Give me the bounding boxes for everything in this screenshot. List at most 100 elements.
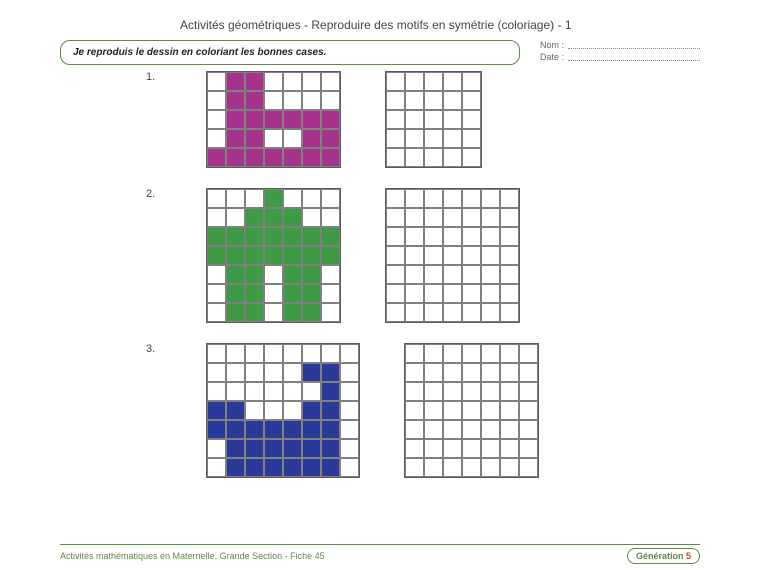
grid-cell [481,458,500,477]
grid-cell [226,458,245,477]
grid-cell [302,382,321,401]
grid-cell [264,265,283,284]
name-field-line[interactable] [568,40,700,49]
grid-cell [321,265,340,284]
grid-cell [264,72,283,91]
grid-cell [283,110,302,129]
grid-cell [302,246,321,265]
grid-cell [424,91,443,110]
grid-cell [424,208,443,227]
grid-cell [283,363,302,382]
grid-cell [386,189,405,208]
grid-cell [405,303,424,322]
grid-cell [424,401,443,420]
grid-cell [405,344,424,363]
grid-cell [405,246,424,265]
grid-cell [481,284,500,303]
grid-cell [283,91,302,110]
grid-cell [207,420,226,439]
grid-cell [424,363,443,382]
grid-cell [283,129,302,148]
exercise-number: 1. [146,71,162,83]
grid-cell [481,382,500,401]
grid-cell [500,420,519,439]
instruction-box: Je reproduis le dessin en coloriant les … [60,40,520,65]
grid-cell [207,401,226,420]
grid-pair [206,343,539,478]
grid-cell [405,148,424,167]
grid-cell [264,246,283,265]
grid-cell [302,439,321,458]
grid-cell [462,246,481,265]
grid-cell [462,148,481,167]
grid-cell [443,227,462,246]
grid-cell [405,227,424,246]
grid-cell [207,439,226,458]
grid-cell [500,439,519,458]
grid-cell [405,72,424,91]
grid-cell [207,284,226,303]
exercise-number: 2. [146,188,162,200]
grid-cell [264,420,283,439]
grid-cell [443,91,462,110]
grid-cell [405,363,424,382]
grid-cell [424,458,443,477]
grid-cell [302,284,321,303]
grid-cell [283,208,302,227]
exercise-row: 3. [170,343,700,478]
grid-cell [226,189,245,208]
grid-cell [207,265,226,284]
grid-cell [443,303,462,322]
grid-cell [462,439,481,458]
name-date-block: Nom : Date : [540,40,700,64]
grid-cell [519,382,538,401]
grid-cell [264,110,283,129]
grid-cell [302,420,321,439]
grid-cell [481,401,500,420]
grid-cell [500,458,519,477]
grid-cell [481,439,500,458]
grid-cell [245,227,264,246]
grid-cell [207,148,226,167]
grid-cell [302,227,321,246]
grid-cell [386,303,405,322]
grid-cell [481,208,500,227]
grid-cell [226,420,245,439]
grid-cell [500,363,519,382]
grid-cell [207,189,226,208]
grid-cell [321,363,340,382]
grid-cell [226,246,245,265]
grid-cell [245,246,264,265]
grid-cell [424,303,443,322]
grid-cell [264,148,283,167]
grid-cell [443,189,462,208]
grid-cell [386,208,405,227]
grid-cell [245,265,264,284]
grid-cell [302,91,321,110]
grid-cell [264,129,283,148]
grid-cell [321,208,340,227]
grid-cell [519,401,538,420]
grid-cell [207,382,226,401]
grid [206,71,341,168]
grid-cell [321,303,340,322]
grid-cell [405,401,424,420]
grid-cell [226,265,245,284]
grid-cell [424,382,443,401]
grid-cell [264,344,283,363]
grid-cell [481,265,500,284]
grid-cell [340,458,359,477]
grid-cell [424,129,443,148]
grid-cell [226,303,245,322]
date-field-line[interactable] [568,52,700,61]
grid-cell [405,91,424,110]
grid-cell [405,439,424,458]
grid-cell [386,227,405,246]
grid-cell [283,72,302,91]
brand-name: Génération [636,551,684,561]
grid-cell [405,265,424,284]
brand-number: 5 [686,551,691,561]
grid-cell [283,265,302,284]
grid-cell [405,189,424,208]
exercise-row: 2. [170,188,700,323]
